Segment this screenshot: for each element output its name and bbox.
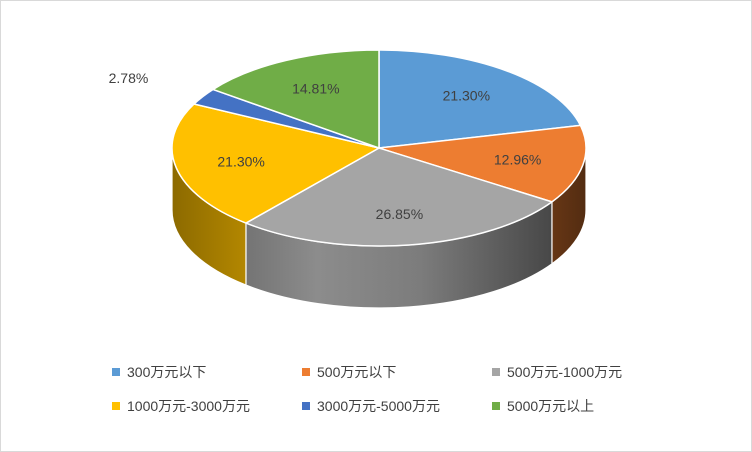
legend-item-5[interactable]: 3000万元-5000万元	[302, 396, 492, 416]
legend-swatch-3	[492, 368, 500, 376]
legend: 300万元以下 500万元以下 500万元-1000万元 1000万元-3000…	[112, 362, 712, 416]
legend-label-5: 3000万元-5000万元	[317, 398, 440, 414]
legend-swatch-1	[112, 368, 120, 376]
slice-1	[378, 49, 582, 149]
data-label-2: 12.96%	[494, 152, 541, 168]
data-labels: 21.30% 12.96% 26.85% 21.30% 2.78% 14.81%	[109, 70, 542, 222]
legend-label-2: 500万元以下	[317, 364, 397, 380]
legend-label-6: 5000万元以上	[507, 398, 595, 414]
data-label-1: 21.30%	[443, 88, 490, 104]
slice-3	[245, 147, 553, 247]
legend-swatch-2	[302, 368, 310, 376]
legend-swatch-6	[492, 402, 500, 410]
pie-top-faces	[171, 49, 587, 247]
data-label-4: 21.30%	[217, 153, 264, 169]
legend-item-6[interactable]: 5000万元以上	[492, 396, 692, 416]
data-label-3: 26.85%	[376, 206, 423, 222]
legend-item-3[interactable]: 500万元-1000万元	[492, 362, 692, 382]
legend-swatch-4	[112, 402, 120, 410]
data-label-6: 14.81%	[292, 80, 339, 96]
legend-label-1: 300万元以下	[127, 364, 207, 380]
slice-2	[378, 124, 587, 203]
pie-side-walls	[171, 147, 587, 309]
slice-6	[212, 49, 380, 149]
legend-label-4: 1000万元-3000万元	[127, 398, 250, 414]
legend-swatch-5	[302, 402, 310, 410]
legend-label-3: 500万元-1000万元	[507, 364, 623, 380]
slice-4	[171, 103, 380, 224]
data-label-5: 2.78%	[109, 70, 149, 86]
legend-item-1[interactable]: 300万元以下	[112, 362, 302, 382]
legend-item-4[interactable]: 1000万元-3000万元	[112, 396, 302, 416]
legend-item-2[interactable]: 500万元以下	[302, 362, 492, 382]
